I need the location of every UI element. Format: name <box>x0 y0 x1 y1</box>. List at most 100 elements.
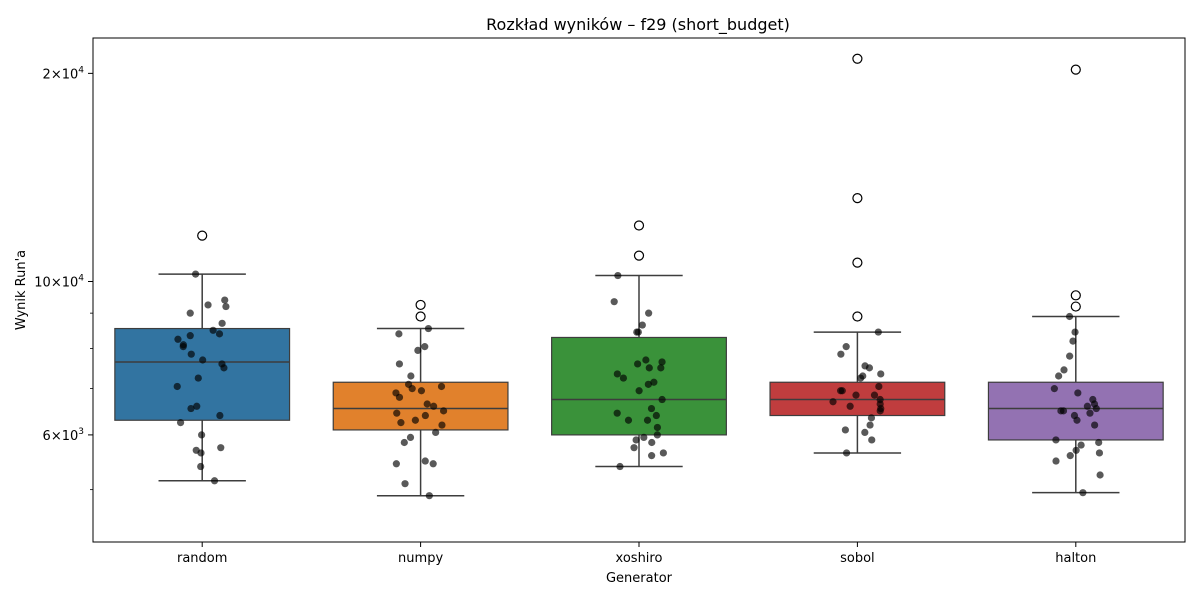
y-tick-label: 6×103 <box>43 427 84 444</box>
data-point <box>648 452 656 460</box>
data-point <box>842 449 851 457</box>
data-point <box>836 387 845 395</box>
data-point <box>218 319 226 327</box>
data-point <box>1069 337 1077 345</box>
data-point <box>1066 352 1074 360</box>
data-point <box>194 374 202 382</box>
x-tick-label-xoshiro: xoshiro <box>616 551 663 566</box>
data-point <box>439 407 448 415</box>
data-point <box>624 416 633 424</box>
data-point <box>393 409 401 417</box>
box-group-halton <box>987 64 1164 497</box>
data-point <box>417 387 426 395</box>
data-point <box>645 309 653 317</box>
data-point <box>640 433 648 442</box>
data-point <box>874 328 882 336</box>
data-point <box>1060 366 1068 374</box>
data-point <box>215 330 224 338</box>
y-tick-label: 10×104 <box>34 274 84 291</box>
outlier-point <box>1070 290 1081 301</box>
data-point <box>1092 404 1100 413</box>
data-point <box>421 457 429 465</box>
data-point <box>222 302 230 311</box>
data-point <box>1073 416 1081 424</box>
data-point <box>191 270 200 278</box>
data-point <box>421 411 429 420</box>
y-axis: 6×103 10×104 2×104 <box>34 65 93 491</box>
data-point <box>1059 407 1068 415</box>
data-point <box>1072 446 1080 454</box>
data-point <box>179 343 187 351</box>
data-point <box>430 402 438 410</box>
data-point <box>217 444 225 452</box>
data-point <box>870 391 879 399</box>
data-point <box>197 449 205 457</box>
outlier-point <box>415 299 426 311</box>
data-point <box>852 391 860 399</box>
data-point <box>846 402 854 410</box>
data-point <box>1095 438 1103 447</box>
x-tick-label-halton: halton <box>1055 551 1096 566</box>
box-random <box>114 327 291 421</box>
data-point <box>216 411 224 420</box>
data-point <box>176 419 185 427</box>
plot-area <box>114 53 1164 500</box>
x-axis-title: Generator <box>606 571 673 586</box>
data-point <box>829 398 837 406</box>
data-point <box>1083 402 1091 410</box>
outlier-point <box>852 53 863 64</box>
data-point <box>865 364 874 372</box>
data-point <box>186 309 194 317</box>
data-point <box>397 419 405 427</box>
box-xoshiro <box>551 336 727 436</box>
data-point <box>1052 436 1060 444</box>
data-point <box>187 404 195 413</box>
outlier-point <box>852 257 863 268</box>
data-point <box>1096 471 1104 479</box>
data-point <box>1077 441 1085 449</box>
data-point <box>650 378 658 386</box>
data-point <box>209 326 217 334</box>
data-point <box>400 438 408 447</box>
box-group-random <box>114 230 291 485</box>
data-point <box>1065 312 1074 321</box>
data-point <box>647 404 656 413</box>
data-point <box>632 436 640 444</box>
data-point <box>437 382 446 391</box>
data-point <box>173 382 181 391</box>
data-point <box>438 421 446 429</box>
data-point <box>861 428 869 437</box>
data-point <box>414 346 422 354</box>
data-point <box>866 421 874 429</box>
data-point <box>1079 489 1087 497</box>
data-point <box>877 370 885 378</box>
data-point <box>187 350 195 358</box>
data-point <box>425 492 433 500</box>
data-point <box>653 431 661 439</box>
data-point <box>648 438 656 447</box>
data-point <box>220 364 228 372</box>
data-point <box>643 416 652 424</box>
data-point <box>652 411 660 420</box>
x-tick-label-sobol: sobol <box>840 551 875 566</box>
data-point <box>867 414 876 422</box>
data-point <box>186 332 194 340</box>
data-point <box>630 444 638 452</box>
data-point <box>1086 409 1094 417</box>
data-point <box>635 387 643 395</box>
data-point <box>842 343 850 351</box>
data-point <box>406 433 415 442</box>
data-point <box>875 382 883 391</box>
data-point <box>1074 389 1082 397</box>
data-point <box>841 426 849 434</box>
data-point <box>1095 449 1104 457</box>
data-point <box>658 395 666 404</box>
data-point <box>837 350 845 358</box>
data-point <box>613 370 621 378</box>
data-point <box>619 374 628 382</box>
data-point <box>204 301 212 309</box>
data-point <box>658 358 666 366</box>
data-point <box>657 364 665 372</box>
